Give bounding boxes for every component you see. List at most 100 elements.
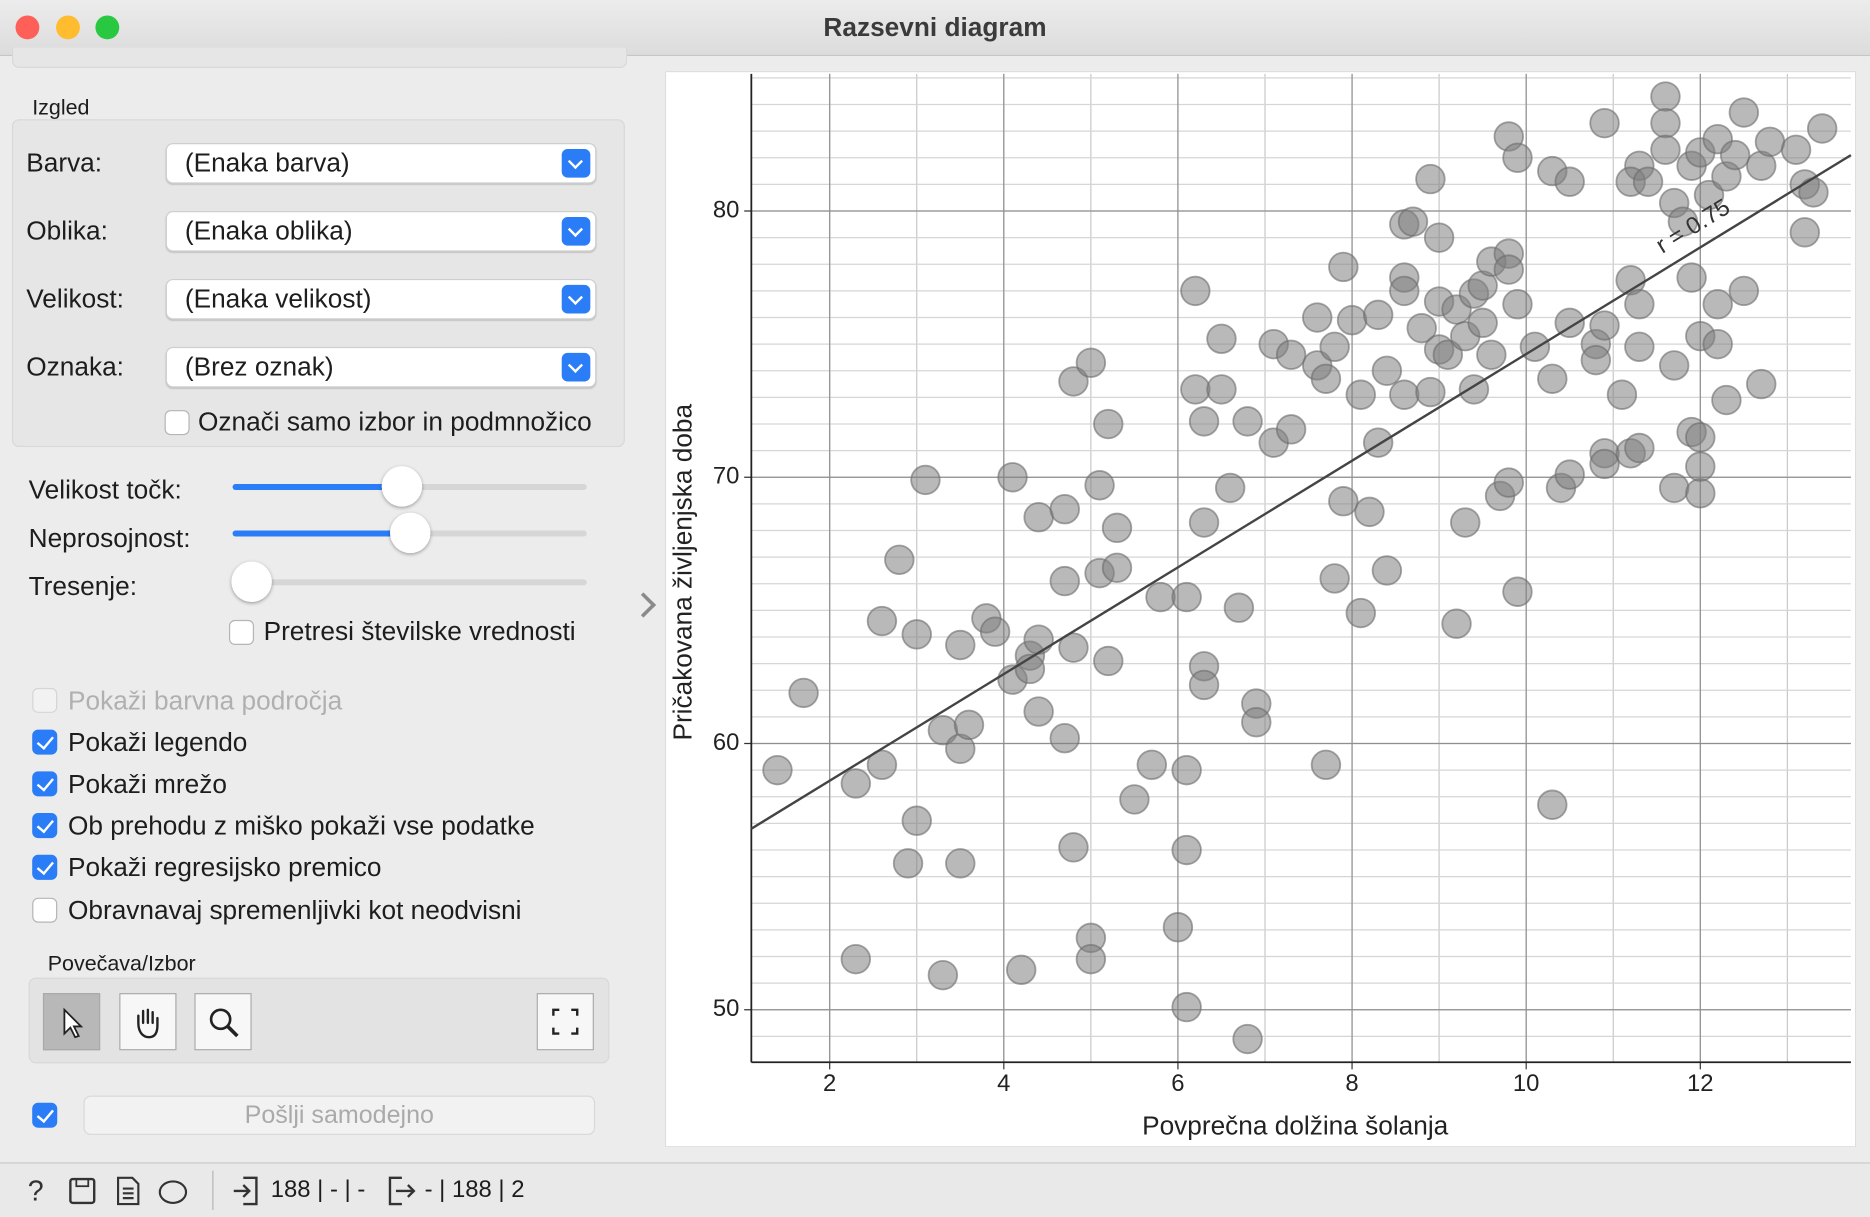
pan-tool[interactable] xyxy=(119,993,177,1051)
point xyxy=(1423,222,1455,253)
point xyxy=(892,848,924,879)
slider-label: Tresenje: xyxy=(28,571,138,601)
checkbox[interactable] xyxy=(164,410,190,436)
point xyxy=(1058,832,1089,863)
point xyxy=(1624,289,1655,320)
point xyxy=(901,619,932,650)
point xyxy=(840,768,872,799)
point xyxy=(1650,81,1681,112)
point xyxy=(1746,368,1777,400)
slider-knob[interactable] xyxy=(381,466,423,507)
point xyxy=(953,709,985,741)
checkbox[interactable] xyxy=(32,729,58,755)
point xyxy=(1119,784,1150,815)
point xyxy=(762,754,793,786)
point xyxy=(1554,166,1585,197)
point xyxy=(1310,363,1342,394)
combo-box[interactable]: (Brez oznak) xyxy=(165,346,597,388)
slider[interactable] xyxy=(232,579,587,586)
output-summary: - | 188 | 2 xyxy=(424,1176,525,1203)
select-tool[interactable] xyxy=(42,993,101,1051)
checkbox[interactable] xyxy=(32,771,58,797)
point xyxy=(1441,608,1472,639)
x-axis-label: Povprečna dolžina šolanja xyxy=(1142,1111,1449,1141)
checkbox-label: Pretresi številske vrednosti xyxy=(263,616,576,647)
point xyxy=(1711,384,1742,416)
point xyxy=(1180,275,1211,307)
slider-knob[interactable] xyxy=(389,512,431,554)
point xyxy=(1493,467,1524,498)
y-tick-label: 60 xyxy=(713,729,740,756)
checkbox[interactable] xyxy=(32,897,58,923)
point xyxy=(1049,565,1080,597)
slider-knob[interactable] xyxy=(231,561,272,603)
point xyxy=(1519,331,1551,363)
close-button[interactable] xyxy=(15,15,40,40)
point xyxy=(1354,496,1385,528)
point xyxy=(1058,632,1089,663)
point xyxy=(1650,134,1681,165)
minimize-button[interactable] xyxy=(56,15,80,40)
point xyxy=(1780,134,1812,165)
checkbox[interactable] xyxy=(32,1102,58,1128)
point xyxy=(945,848,976,879)
point xyxy=(1093,645,1124,677)
checkbox-label: Ob prehodu z miško pokaži vse podatke xyxy=(67,810,535,841)
point xyxy=(1702,289,1733,320)
checkbox-label: Označi samo izbor in podmnožico xyxy=(197,406,592,437)
point xyxy=(1171,754,1202,786)
collapse-arrow[interactable] xyxy=(630,592,657,618)
svg-text:?: ? xyxy=(28,1176,44,1208)
point xyxy=(1171,581,1202,613)
point xyxy=(1310,749,1342,781)
zoom-button[interactable] xyxy=(95,15,120,40)
checkbox[interactable] xyxy=(228,619,255,645)
combo-label: Velikost: xyxy=(26,283,124,314)
point xyxy=(1362,299,1394,331)
input-summary: 188 | - | - xyxy=(270,1176,366,1203)
point xyxy=(1632,166,1664,197)
point xyxy=(1389,275,1420,307)
reset-zoom[interactable] xyxy=(536,993,594,1051)
combo-box[interactable]: (Enaka barva) xyxy=(165,143,597,184)
point xyxy=(1232,406,1263,437)
point xyxy=(1554,307,1585,339)
point xyxy=(1188,669,1220,701)
combo-box[interactable]: (Enaka oblika) xyxy=(165,211,597,252)
title-bar: Razsevni diagram xyxy=(0,0,1870,57)
combo-label: Oznaka: xyxy=(26,351,124,382)
checkbox[interactable] xyxy=(32,854,58,880)
send-button[interactable]: Pošlji samodejno xyxy=(83,1095,596,1135)
combo-label: Barva: xyxy=(26,147,103,178)
point xyxy=(1223,592,1255,623)
point xyxy=(1345,379,1376,410)
combo-value: (Brez oznak) xyxy=(184,351,334,382)
point xyxy=(1006,954,1037,986)
point xyxy=(1302,302,1333,333)
y-tick-label: 50 xyxy=(713,995,740,1022)
point xyxy=(866,605,898,637)
y-axis-label: Pričakovana življenjska doba xyxy=(667,404,697,741)
point xyxy=(1101,552,1133,583)
point xyxy=(1685,451,1716,482)
point xyxy=(840,943,872,975)
zoom-tool[interactable] xyxy=(194,993,252,1051)
regression-line xyxy=(750,154,1852,830)
combo-box[interactable]: (Enaka velikost) xyxy=(165,278,597,320)
checkbox[interactable] xyxy=(32,813,58,839)
point xyxy=(1371,355,1403,386)
point xyxy=(1214,472,1246,504)
point xyxy=(1493,254,1524,285)
point xyxy=(866,749,898,781)
point xyxy=(1580,344,1612,376)
point xyxy=(1023,502,1054,533)
status-bar: ? 188 | - | - - | 188 | 2 xyxy=(0,1162,1870,1217)
point xyxy=(1502,142,1533,173)
point xyxy=(1171,991,1202,1023)
checkbox-label: Pokaži mrežo xyxy=(67,768,227,799)
point xyxy=(1136,749,1168,781)
point xyxy=(1667,206,1699,237)
point xyxy=(1589,107,1620,139)
